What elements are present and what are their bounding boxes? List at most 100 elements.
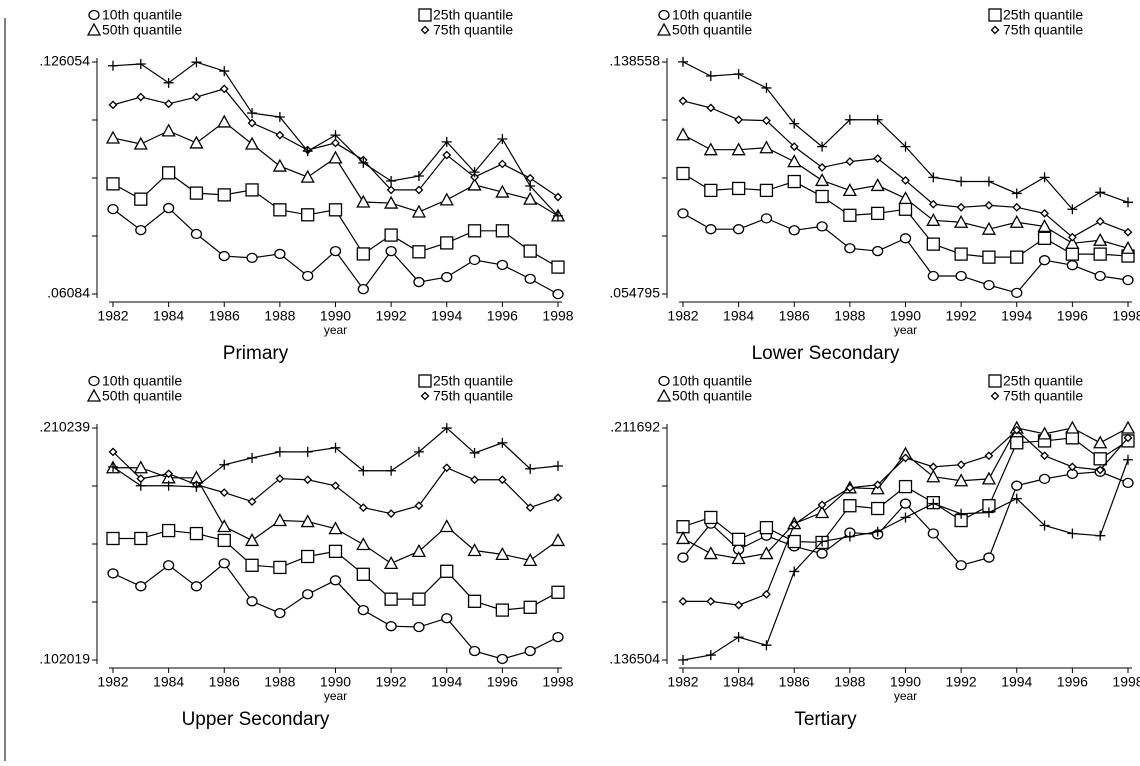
data-point <box>871 501 885 516</box>
data-point <box>106 531 120 546</box>
y-tick-label: .126054 <box>39 53 90 69</box>
data-point <box>439 192 454 206</box>
data-point <box>927 528 939 539</box>
data-point <box>442 150 452 160</box>
data-point <box>441 423 452 434</box>
panel-title: Lower Secondary <box>752 343 900 364</box>
x-axis-label: year <box>324 689 347 703</box>
data-point <box>244 136 260 150</box>
data-point <box>469 167 480 178</box>
data-point <box>525 503 535 513</box>
legend-label: 50th quantile <box>672 388 752 404</box>
data-point <box>553 210 563 221</box>
data-point <box>551 260 565 274</box>
data-point <box>300 169 315 183</box>
data-point <box>1065 247 1080 261</box>
data-point <box>1039 172 1050 183</box>
data-point <box>161 166 176 180</box>
data-point <box>439 519 454 533</box>
data-point <box>414 185 424 195</box>
data-point <box>817 141 828 152</box>
y-tick-label: .211692 <box>610 419 660 435</box>
data-point <box>552 631 564 643</box>
data-point <box>328 521 343 535</box>
data-point <box>384 228 398 242</box>
data-point <box>1093 232 1108 246</box>
data-point <box>274 446 285 457</box>
legend-symbol <box>656 388 672 402</box>
data-point <box>163 480 174 491</box>
data-point <box>331 481 340 491</box>
x-tick-label: 1984 <box>723 308 754 324</box>
data-point <box>108 461 118 472</box>
data-point <box>844 243 856 254</box>
data-point <box>357 284 369 295</box>
data-point <box>984 200 994 210</box>
data-point <box>954 473 969 487</box>
data-point <box>136 92 146 102</box>
data-point <box>677 552 689 563</box>
data-point <box>384 555 399 570</box>
data-point <box>523 191 538 205</box>
x-tick-label: 1982 <box>667 674 698 690</box>
data-point <box>1122 477 1134 489</box>
data-point <box>105 130 121 144</box>
data-point <box>873 480 883 490</box>
data-point <box>469 447 480 458</box>
data-point <box>675 127 691 141</box>
data-point <box>413 621 425 633</box>
data-point <box>247 108 258 119</box>
x-axis-label: year <box>894 689 917 703</box>
data-point <box>900 141 911 152</box>
data-point <box>1040 451 1049 461</box>
data-point <box>1120 240 1136 254</box>
data-point <box>358 503 368 513</box>
data-point <box>524 273 536 284</box>
data-point <box>1065 420 1080 434</box>
data-point <box>705 650 716 661</box>
data-point <box>1038 255 1051 266</box>
data-point <box>678 96 688 106</box>
data-point <box>1038 473 1051 485</box>
data-point <box>162 202 175 214</box>
data-point <box>107 203 119 215</box>
data-point <box>1039 520 1050 531</box>
x-tick-label: 1990 <box>890 308 921 324</box>
data-point <box>553 493 563 503</box>
data-point <box>274 111 285 122</box>
data-point <box>1011 493 1022 504</box>
data-point <box>704 510 718 525</box>
data-point <box>731 532 746 547</box>
data-point <box>761 82 772 93</box>
x-tick-label: 1994 <box>431 674 462 690</box>
data-point <box>356 194 371 208</box>
legend-label: 10th quantile <box>672 373 752 389</box>
data-point <box>817 500 827 510</box>
data-point <box>496 259 509 271</box>
data-point <box>842 183 857 197</box>
legend-symbol <box>988 8 1002 22</box>
data-point <box>441 613 453 624</box>
data-point <box>386 509 396 519</box>
y-tick-label: .102019 <box>39 651 90 667</box>
data-point <box>1123 227 1133 237</box>
data-point <box>164 99 174 109</box>
data-point <box>787 174 801 189</box>
data-point <box>984 451 994 461</box>
data-point <box>274 248 286 260</box>
x-tick-label: 1988 <box>264 308 295 324</box>
data-point <box>330 442 341 453</box>
data-point <box>762 589 771 599</box>
data-point <box>246 252 258 264</box>
data-point <box>219 459 230 470</box>
data-point <box>705 71 716 82</box>
x-tick-label: 1982 <box>97 674 128 690</box>
x-tick-label: 1996 <box>487 308 518 324</box>
data-point <box>1067 232 1077 242</box>
x-tick-label: 1992 <box>376 308 407 324</box>
data-point <box>495 184 510 198</box>
x-tick-label: 1994 <box>1001 674 1032 690</box>
x-axis-label: year <box>894 323 917 337</box>
data-point <box>219 66 230 77</box>
data-point <box>898 202 913 216</box>
